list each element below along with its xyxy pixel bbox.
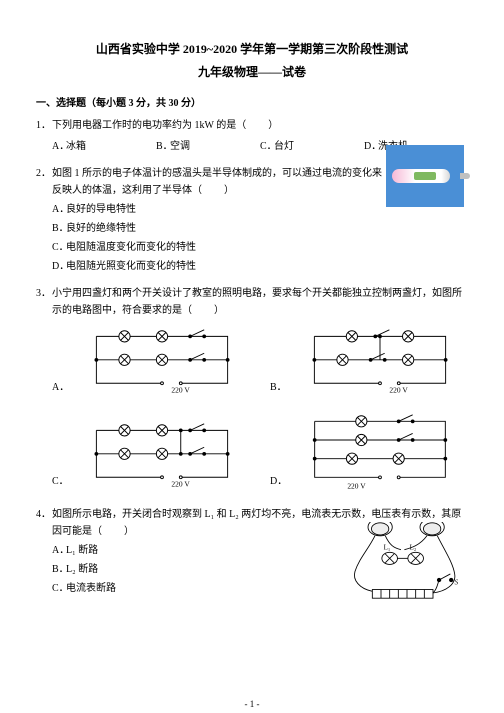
q1-option-c: C．台灯 — [260, 138, 364, 155]
svg-text:L₂: L₂ — [410, 545, 417, 552]
q2-option-b: B．良好的绝缘特性 — [52, 220, 468, 237]
q2-number: 2． — [36, 165, 52, 199]
svg-text:220 V: 220 V — [347, 482, 366, 491]
question-3: 3． 小宁用四盏灯和两个开关设计了教室的照明电路，要求每个开关都能独立控制两盏灯… — [36, 285, 468, 496]
section-1-heading: 一、选择题（每小题 3 分，共 30 分） — [36, 94, 468, 109]
q3-circuit-a: 220 V — [74, 327, 250, 402]
thermometer-body — [392, 169, 450, 183]
page-number: - 1 - — [0, 699, 504, 709]
q4-number: 4． — [36, 506, 52, 540]
q2-option-d: D．电阻随光照变化而变化的特性 — [52, 258, 468, 275]
q3-circuit-c-cell: C． 220 V — [52, 412, 250, 496]
q3-number: 3． — [36, 285, 52, 319]
q3-circuit-b-cell: B． — [270, 327, 468, 402]
q1-option-b: B．空调 — [156, 138, 260, 155]
title-line-2: 九年级物理——试卷 — [36, 63, 468, 80]
q3-circuit-d-cell: D． — [270, 412, 468, 496]
svg-text:220 V: 220 V — [389, 386, 408, 395]
thermometer-figure — [386, 145, 464, 207]
q4-option-b: B．L₂ 断路 — [52, 561, 328, 578]
svg-text:S: S — [455, 579, 459, 586]
q3-circuit-c: 220 V — [74, 421, 250, 496]
q3-circuit-d: 220 V — [292, 412, 468, 496]
q3-circuits-grid: A． 220 V — [52, 327, 468, 496]
q3-label-b: B． — [270, 379, 288, 396]
svg-text:220 V: 220 V — [171, 480, 190, 489]
svg-text:220 V: 220 V — [171, 386, 190, 395]
q3-circuit-a-cell: A． 220 V — [52, 327, 250, 402]
q4-circuit-figure: L₁ L₂ S — [342, 522, 472, 612]
thermometer-display — [414, 172, 436, 180]
q2-options: A．良好的导电特性 B．良好的绝缘特性 C．电阻随温度变化而变化的特性 D．电阻… — [52, 201, 468, 275]
q1-stem: 下列用电器工作时的电功率约为 1kW 的是（） — [52, 117, 468, 134]
q1-option-a: A．冰箱 — [52, 138, 156, 155]
q3-label-a: A． — [52, 379, 70, 396]
svg-text:L₁: L₁ — [384, 545, 391, 552]
q1-number: 1． — [36, 117, 52, 134]
q3-label-d: D． — [270, 473, 288, 490]
q3-label-c: C． — [52, 473, 70, 490]
q3-circuit-b: 220 V — [292, 327, 468, 402]
q4-option-a: A．L₁ 断路 — [52, 542, 328, 559]
question-4: 4． 如图所示电路，开关闭合时观察到 L₁ 和 L₂ 两灯均不亮，电流表无示数，… — [36, 506, 468, 597]
title-line-1: 山西省实验中学 2019~2020 学年第一学期第三次阶段性测试 — [36, 40, 468, 57]
q3-stem: 小宁用四盏灯和两个开关设计了教室的照明电路，要求每个开关都能独立控制两盏灯，如图… — [52, 285, 468, 319]
thermometer-tip — [460, 173, 470, 179]
q2-option-c: C．电阻随温度变化而变化的特性 — [52, 239, 468, 256]
q4-option-c: C．电流表断路 — [52, 580, 328, 597]
